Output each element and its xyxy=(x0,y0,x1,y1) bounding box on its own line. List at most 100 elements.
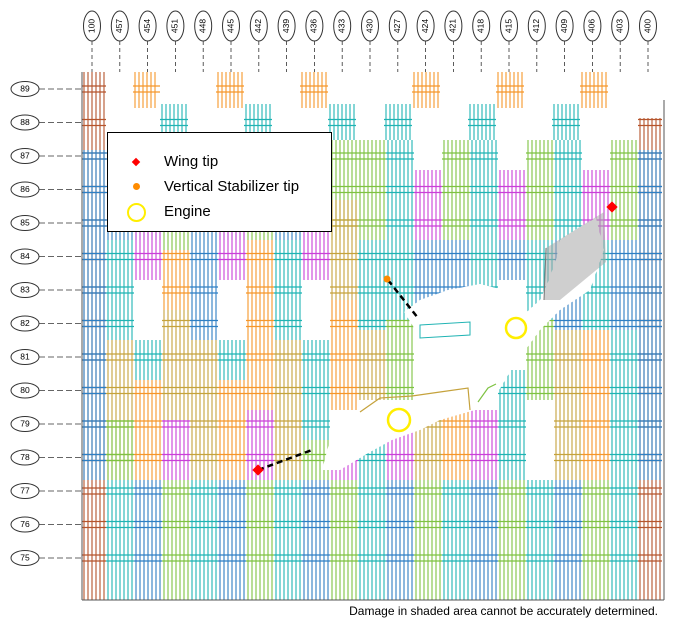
debris-outline xyxy=(359,387,471,413)
wing-tip-marker-left xyxy=(252,464,264,476)
row-label: 78 xyxy=(20,452,30,462)
panel-band-magenta xyxy=(414,170,442,240)
panel-band-magenta xyxy=(162,420,190,480)
column-label: 457 xyxy=(114,19,124,33)
panel-band-teal xyxy=(358,480,386,600)
row-label: 84 xyxy=(20,251,30,261)
panel-band-green xyxy=(526,140,554,240)
panel-band-orange xyxy=(246,300,274,420)
row-label: 76 xyxy=(20,519,30,529)
panel-band-magenta xyxy=(302,230,330,280)
panel-band-teal xyxy=(554,140,582,240)
panel-band-olive xyxy=(190,340,218,480)
row-label: 88 xyxy=(20,117,30,127)
panel-band-orange xyxy=(412,72,440,108)
panel-band-orange xyxy=(580,72,608,108)
legend-item-engine: Engine xyxy=(108,201,331,225)
panel-band-green xyxy=(330,480,358,600)
panel-band-teal xyxy=(468,104,496,140)
panel-band-orange xyxy=(162,250,190,310)
panel-band-teal xyxy=(134,340,162,380)
panel-band-teal xyxy=(610,330,638,480)
panel-band-orange xyxy=(246,240,274,300)
row-label: 86 xyxy=(20,184,30,194)
column-label: 454 xyxy=(142,19,152,33)
panel-band-magenta xyxy=(134,230,162,280)
row-label: 83 xyxy=(20,284,30,294)
panel-band-orange xyxy=(133,72,160,108)
panel-band-teal xyxy=(526,480,554,600)
panel-band-teal xyxy=(498,370,526,480)
row-label: 81 xyxy=(20,351,30,361)
column-label: 436 xyxy=(309,19,319,33)
panel-band-blue xyxy=(610,240,638,330)
row-label: 79 xyxy=(20,418,30,428)
column-label: 424 xyxy=(420,19,430,33)
panel-band-blue xyxy=(82,150,106,480)
panel-band-brown xyxy=(82,72,106,600)
panel-band-orange xyxy=(582,330,610,480)
panel-band-teal xyxy=(274,480,302,600)
panel-band-olive xyxy=(414,420,442,480)
column-label: 403 xyxy=(614,19,624,33)
row-label: 75 xyxy=(20,552,30,562)
panel-band-teal xyxy=(190,480,218,600)
column-label: 409 xyxy=(559,19,569,33)
column-label: 439 xyxy=(281,19,291,33)
panel-band-green xyxy=(498,480,526,600)
vertical-stabilizer-trajectory xyxy=(387,279,419,319)
panel-band-green xyxy=(414,480,442,600)
panel-band-blue xyxy=(386,480,414,600)
column-label: 433 xyxy=(336,19,346,33)
panel-band-teal xyxy=(328,104,356,140)
panel-band-green xyxy=(582,480,610,600)
column-label: 427 xyxy=(392,19,402,33)
panel-band-green xyxy=(106,420,134,480)
panel-band-magenta xyxy=(498,170,526,240)
panel-band-blue xyxy=(554,480,582,600)
column-label: 100 xyxy=(86,19,96,33)
wing-tip-marker-right xyxy=(606,201,618,213)
row-label: 85 xyxy=(20,217,30,227)
panel-band-blue xyxy=(498,240,526,280)
legend-label-engine: Engine xyxy=(164,203,211,220)
legend: Wing tip Vertical Stabilizer tip Engine xyxy=(107,132,332,232)
panel-band-teal xyxy=(384,104,412,140)
panel-band-green xyxy=(358,140,386,240)
column-label: 406 xyxy=(587,19,597,33)
column-label: 442 xyxy=(253,19,263,33)
vertical-stabilizer-marker-icon xyxy=(133,183,140,190)
legend-item-vertical-stabilizer-tip: Vertical Stabilizer tip xyxy=(108,176,331,200)
panel-band-green xyxy=(246,480,274,600)
footnote: Damage in shaded area cannot be accurate… xyxy=(349,604,658,618)
panel-band-olive xyxy=(554,330,582,480)
panel-band-olive xyxy=(162,310,190,420)
panel-band-teal xyxy=(552,104,580,140)
row-label: 82 xyxy=(20,318,30,328)
column-label: 400 xyxy=(642,19,652,33)
panel-band-teal xyxy=(442,480,470,600)
panel-band-blue xyxy=(638,150,662,480)
panel-band-olive xyxy=(330,200,358,300)
panel-band-teal xyxy=(106,240,134,340)
column-label: 448 xyxy=(197,19,207,33)
wing-tip-marker-icon xyxy=(131,157,141,167)
row-label: 80 xyxy=(20,385,30,395)
panel-band-blue xyxy=(470,480,498,600)
panel-band-brown xyxy=(638,118,662,600)
panel-band-green xyxy=(526,319,554,400)
panel-band-teal xyxy=(274,240,302,340)
column-label: 421 xyxy=(448,19,458,33)
panel-band-blue xyxy=(134,480,162,600)
legend-label-wing-tip: Wing tip xyxy=(164,153,219,170)
panel-band-orange xyxy=(300,72,328,108)
panel-band-green xyxy=(610,140,638,240)
debris-outline xyxy=(419,321,471,339)
column-label: 451 xyxy=(170,19,180,33)
shaded-undetermined-area xyxy=(544,212,606,300)
panel-band-green xyxy=(386,319,414,400)
panel-band-magenta xyxy=(218,230,246,280)
panel-band-orange xyxy=(134,380,162,480)
panel-band-blue xyxy=(218,480,246,600)
